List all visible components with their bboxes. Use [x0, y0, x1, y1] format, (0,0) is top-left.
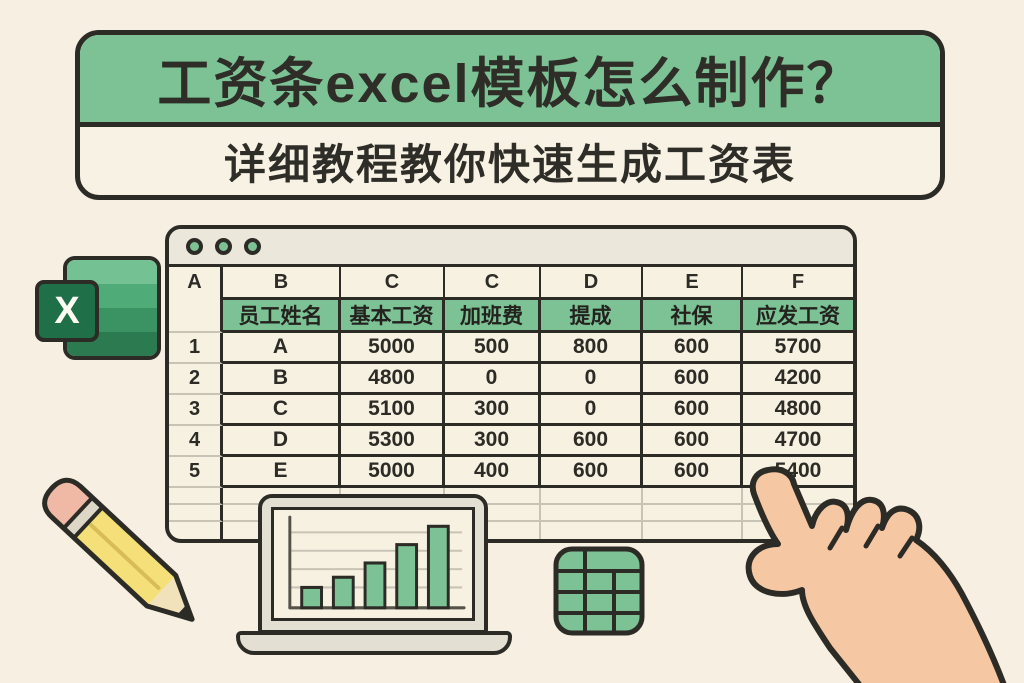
row-number: 2: [169, 364, 223, 395]
header-cell: 应发工资: [743, 297, 853, 333]
table-cell: 600: [541, 426, 643, 457]
bar-chart-icon: [271, 507, 475, 621]
table-cell: 300: [445, 426, 541, 457]
table-cell: 600: [643, 457, 743, 488]
table-cell: 5300: [341, 426, 445, 457]
poster-subtitle: 详细教程教你快速生成工资表: [223, 140, 796, 188]
table-cell: 4700: [743, 426, 853, 457]
empty-cell: [169, 505, 223, 522]
column-letter: E: [643, 267, 743, 297]
table-cell: 600: [541, 457, 643, 488]
row-number: 4: [169, 426, 223, 457]
header-cell: 提成: [541, 297, 643, 333]
empty-cell: [541, 488, 643, 505]
laptop-base: [236, 631, 512, 655]
table-cell: 5000: [341, 333, 445, 364]
table-cell: A: [223, 333, 341, 364]
row-number: 1: [169, 333, 223, 364]
header-cell: 员工姓名: [223, 297, 341, 333]
pencil-icon: [42, 477, 195, 622]
header-cell: 加班费: [445, 297, 541, 333]
table-cell: 600: [643, 364, 743, 395]
header-cell: 基本工资: [341, 297, 445, 333]
row-header-blank: [169, 297, 223, 333]
table-cell: B: [223, 364, 341, 395]
table-cell: 5000: [341, 457, 445, 488]
traffic-light-icon: [186, 238, 203, 255]
table-cell: 5700: [743, 333, 853, 364]
title-banner: 工资条excel模板怎么制作？ 详细教程教你快速生成工资表: [75, 30, 945, 200]
table-cell: 0: [541, 364, 643, 395]
column-letter: C: [341, 267, 445, 297]
table-cell: 800: [541, 333, 643, 364]
table-cell: C: [223, 395, 341, 426]
column-letter: A: [169, 267, 223, 297]
column-letter: B: [223, 267, 341, 297]
pointing-hand-icon: [745, 466, 1007, 683]
table-cell: 4200: [743, 364, 853, 395]
table-cell: 4800: [341, 364, 445, 395]
excel-logo: X: [35, 256, 165, 364]
row-number: 3: [169, 395, 223, 426]
table-cell: 600: [643, 395, 743, 426]
table-grid-icon: [553, 546, 645, 636]
excel-x-icon: X: [35, 280, 99, 342]
empty-cell: [643, 522, 743, 539]
empty-cell: [541, 505, 643, 522]
column-letter: C: [445, 267, 541, 297]
table-cell: 300: [445, 395, 541, 426]
table-cell: 400: [445, 457, 541, 488]
table-cell: E: [223, 457, 341, 488]
laptop-icon: [236, 494, 512, 656]
empty-cell: [445, 505, 541, 522]
header-cell: 社保: [643, 297, 743, 333]
table-cell: 0: [445, 364, 541, 395]
empty-cell: [643, 505, 743, 522]
table-cell: 0: [541, 395, 643, 426]
empty-cell: [445, 522, 541, 539]
column-letter: D: [541, 267, 643, 297]
table-cell: 500: [445, 333, 541, 364]
table-cell: 600: [643, 426, 743, 457]
table-cell: D: [223, 426, 341, 457]
table-cell: 5100: [341, 395, 445, 426]
empty-cell: [541, 522, 643, 539]
empty-cell: [169, 488, 223, 505]
column-letter: F: [791, 270, 805, 293]
empty-cell: [169, 522, 223, 539]
empty-cell: [445, 488, 541, 505]
row-number: 5: [169, 457, 223, 488]
table-cell: 4800: [743, 395, 853, 426]
traffic-light-icon: [215, 238, 232, 255]
empty-cell: [643, 488, 743, 505]
chart-bars: [300, 524, 450, 610]
table-cell: 600: [643, 333, 743, 364]
window-titlebar: [169, 229, 853, 267]
traffic-light-icon: [244, 238, 261, 255]
laptop-screen: [258, 494, 488, 634]
poster-title: 工资条excel模板怎么制作？: [80, 35, 940, 127]
